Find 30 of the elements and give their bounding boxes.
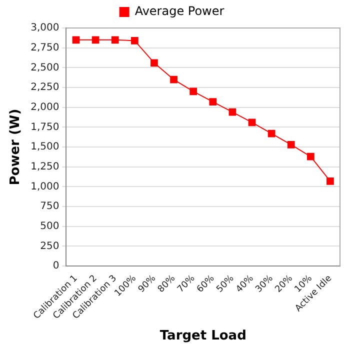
point <box>228 108 236 116</box>
y-tick-label: 2,500 <box>30 62 60 74</box>
point <box>326 177 334 185</box>
point <box>268 130 276 138</box>
y-tick-label: 2,250 <box>30 82 60 94</box>
point <box>248 118 256 126</box>
y-tick-label: 0 <box>52 260 60 272</box>
point <box>287 140 295 148</box>
point <box>72 36 80 44</box>
y-tick-label: 1,250 <box>30 161 60 172</box>
y-tick-label: 2,750 <box>30 42 60 54</box>
point <box>306 152 314 160</box>
y-tick-label: 250 <box>40 240 60 252</box>
y-tick-label: 500 <box>40 220 60 232</box>
y-tick-label: 3,000 <box>30 22 60 34</box>
y-tick-label: 750 <box>40 201 60 212</box>
y-tick-label: 1,500 <box>30 142 60 153</box>
point <box>190 88 198 96</box>
y-tick-label: 1,750 <box>30 122 60 133</box>
y-tick-label: 1,000 <box>30 181 60 192</box>
point <box>92 36 100 44</box>
point <box>170 76 178 84</box>
point <box>130 37 138 44</box>
point <box>111 36 119 44</box>
y-tick-label: 2,000 <box>30 102 60 113</box>
x-axis-title: Target Load <box>160 328 246 344</box>
legend-label: Average Power <box>134 4 224 18</box>
y-axis-title: Power (W) <box>8 108 24 186</box>
point <box>209 98 217 106</box>
point <box>150 59 158 67</box>
